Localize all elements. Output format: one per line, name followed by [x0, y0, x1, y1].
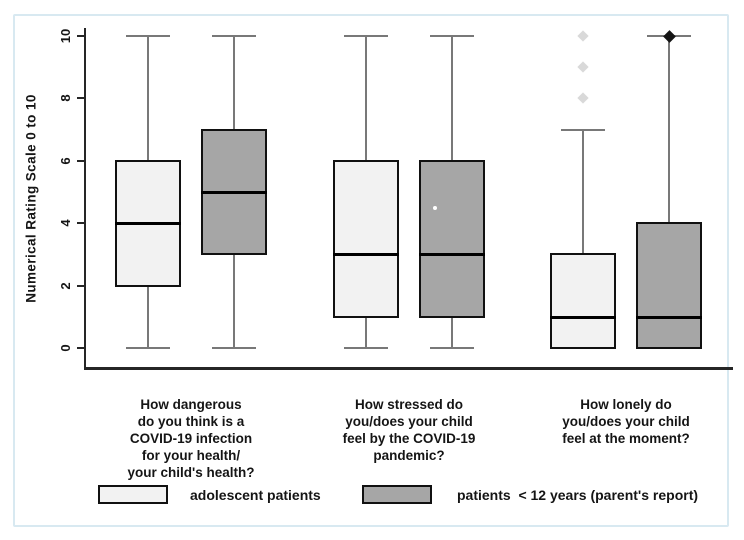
median-line — [115, 222, 181, 226]
whisker-cap-lower — [212, 347, 256, 349]
iqr-box — [636, 222, 702, 349]
y-tick-label: 8 — [58, 94, 73, 103]
whisker-cap-upper — [212, 35, 256, 37]
y-axis-title: Numerical Rating Scale 0 to 10 — [23, 94, 39, 303]
y-tick-mark — [77, 222, 85, 225]
whisker-lower — [147, 285, 149, 348]
whisker-lower — [233, 254, 235, 348]
outlier-diamond — [577, 30, 589, 42]
median-line — [419, 253, 485, 257]
median-line — [636, 315, 702, 319]
category-label-stressed: How stressed do you/does your child feel… — [342, 397, 476, 463]
median-line — [201, 191, 267, 194]
y-tick-label: 2 — [58, 281, 73, 290]
whisker-upper — [451, 36, 453, 161]
outlier-diamond — [577, 61, 589, 73]
iqr-box — [333, 159, 399, 318]
whisker-cap-upper — [430, 35, 474, 37]
median-line — [333, 253, 399, 257]
whisker-cap-upper — [344, 35, 388, 37]
legend-label-adolescent: adolescent patients — [190, 487, 321, 503]
outlier-diamond — [662, 29, 676, 43]
y-tick-mark — [77, 284, 85, 287]
y-tick-mark — [77, 97, 85, 100]
y-tick-mark — [77, 35, 85, 37]
whisker-lower — [451, 316, 453, 348]
category-label-dangerous: How dangerous do you think is a COVID-19… — [127, 397, 255, 480]
whisker-upper — [582, 129, 584, 255]
y-tick-label: 10 — [58, 28, 73, 44]
legend-swatch-under12 — [362, 485, 432, 504]
whisker-upper — [147, 36, 149, 161]
whisker-upper — [365, 36, 367, 161]
whisker-cap-lower — [344, 347, 388, 349]
iqr-box — [419, 159, 485, 318]
iqr-box — [550, 253, 616, 349]
whisker-cap-lower — [126, 347, 170, 349]
figure-border — [13, 14, 729, 527]
y-axis-line — [84, 28, 86, 369]
median-line — [550, 315, 616, 319]
whisker-cap-upper — [561, 128, 605, 131]
category-label-lonely: How lonely do you/does your child feel a… — [562, 397, 690, 446]
whisker-upper — [668, 36, 670, 224]
whisker-upper — [233, 36, 235, 130]
whisker-lower — [365, 316, 367, 348]
whisker-cap-lower — [430, 347, 474, 349]
legend-label-under12: patients < 12 years (parent's report) — [457, 487, 699, 503]
y-tick-mark — [77, 159, 85, 162]
whisker-cap-upper — [126, 35, 170, 37]
mean-dot — [433, 205, 437, 210]
legend-swatch-adolescent — [98, 485, 168, 504]
outlier-diamond — [577, 92, 589, 105]
y-tick-label: 4 — [58, 219, 73, 227]
y-tick-mark — [77, 347, 85, 349]
y-tick-label: 0 — [58, 344, 73, 352]
x-axis-line — [84, 367, 733, 370]
y-tick-label: 6 — [58, 157, 73, 165]
